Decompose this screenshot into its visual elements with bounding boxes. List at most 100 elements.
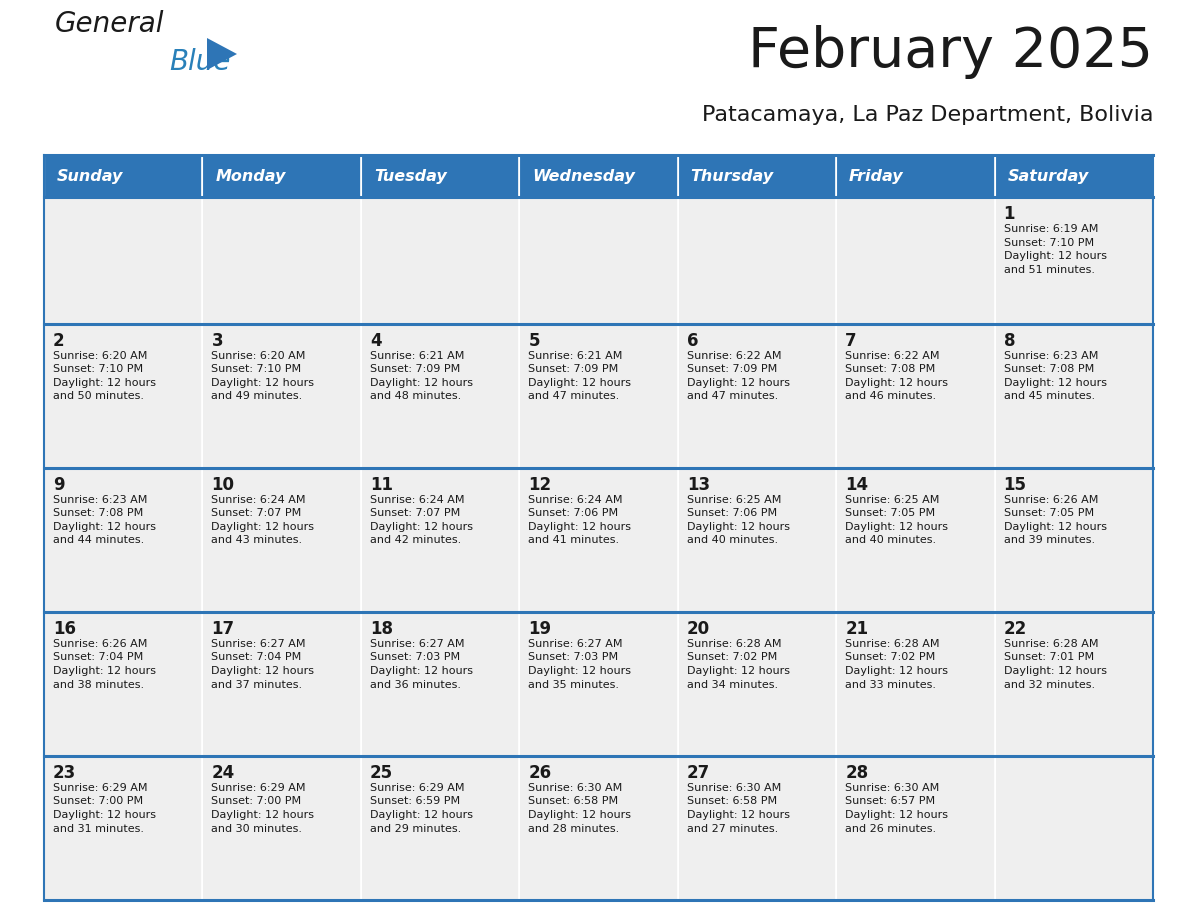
Bar xyxy=(519,323,677,467)
Text: 1: 1 xyxy=(1004,205,1015,223)
Bar xyxy=(44,611,202,756)
Text: Sunrise: 6:24 AM
Sunset: 7:06 PM
Daylight: 12 hours
and 41 minutes.: Sunrise: 6:24 AM Sunset: 7:06 PM Dayligh… xyxy=(529,495,631,545)
Text: 11: 11 xyxy=(369,476,393,494)
Bar xyxy=(519,467,677,611)
Text: 27: 27 xyxy=(687,764,710,782)
Bar xyxy=(519,155,677,197)
Text: Sunrise: 6:20 AM
Sunset: 7:10 PM
Daylight: 12 hours
and 49 minutes.: Sunrise: 6:20 AM Sunset: 7:10 PM Dayligh… xyxy=(211,351,315,401)
Bar xyxy=(836,323,994,467)
Bar xyxy=(836,611,994,756)
Text: 16: 16 xyxy=(53,620,76,638)
Bar xyxy=(677,756,836,900)
Text: Sunday: Sunday xyxy=(57,169,124,184)
Bar xyxy=(44,756,202,900)
Text: 13: 13 xyxy=(687,476,710,494)
Bar xyxy=(994,197,1154,323)
Bar xyxy=(994,756,1154,900)
Text: Monday: Monday xyxy=(215,169,286,184)
Text: Sunrise: 6:27 AM
Sunset: 7:03 PM
Daylight: 12 hours
and 36 minutes.: Sunrise: 6:27 AM Sunset: 7:03 PM Dayligh… xyxy=(369,639,473,689)
Text: Patacamaya, La Paz Department, Bolivia: Patacamaya, La Paz Department, Bolivia xyxy=(701,105,1154,125)
Bar xyxy=(361,197,519,323)
Bar xyxy=(836,197,994,323)
Text: 28: 28 xyxy=(845,764,868,782)
Text: 25: 25 xyxy=(369,764,393,782)
Text: Sunrise: 6:26 AM
Sunset: 7:05 PM
Daylight: 12 hours
and 39 minutes.: Sunrise: 6:26 AM Sunset: 7:05 PM Dayligh… xyxy=(1004,495,1106,545)
Bar xyxy=(519,197,677,323)
Text: General: General xyxy=(55,10,164,38)
Bar xyxy=(44,155,202,197)
Bar xyxy=(994,155,1154,197)
Text: Sunrise: 6:29 AM
Sunset: 6:59 PM
Daylight: 12 hours
and 29 minutes.: Sunrise: 6:29 AM Sunset: 6:59 PM Dayligh… xyxy=(369,783,473,834)
Bar xyxy=(202,197,361,323)
Text: Tuesday: Tuesday xyxy=(374,169,447,184)
Text: 22: 22 xyxy=(1004,620,1026,638)
Text: 9: 9 xyxy=(53,476,64,494)
Text: Sunrise: 6:29 AM
Sunset: 7:00 PM
Daylight: 12 hours
and 30 minutes.: Sunrise: 6:29 AM Sunset: 7:00 PM Dayligh… xyxy=(211,783,315,834)
Bar xyxy=(836,467,994,611)
Bar xyxy=(202,323,361,467)
Text: Sunrise: 6:27 AM
Sunset: 7:04 PM
Daylight: 12 hours
and 37 minutes.: Sunrise: 6:27 AM Sunset: 7:04 PM Dayligh… xyxy=(211,639,315,689)
Text: 24: 24 xyxy=(211,764,235,782)
Text: Sunrise: 6:30 AM
Sunset: 6:57 PM
Daylight: 12 hours
and 26 minutes.: Sunrise: 6:30 AM Sunset: 6:57 PM Dayligh… xyxy=(845,783,948,834)
Bar xyxy=(677,467,836,611)
Text: Sunrise: 6:21 AM
Sunset: 7:09 PM
Daylight: 12 hours
and 47 minutes.: Sunrise: 6:21 AM Sunset: 7:09 PM Dayligh… xyxy=(529,351,631,401)
Bar xyxy=(836,155,994,197)
Text: February 2025: February 2025 xyxy=(748,25,1154,79)
Bar xyxy=(677,323,836,467)
Text: 2: 2 xyxy=(53,331,64,350)
Text: 15: 15 xyxy=(1004,476,1026,494)
Text: 18: 18 xyxy=(369,620,393,638)
Bar xyxy=(994,467,1154,611)
Bar xyxy=(519,756,677,900)
Text: Sunrise: 6:21 AM
Sunset: 7:09 PM
Daylight: 12 hours
and 48 minutes.: Sunrise: 6:21 AM Sunset: 7:09 PM Dayligh… xyxy=(369,351,473,401)
Text: Sunrise: 6:28 AM
Sunset: 7:02 PM
Daylight: 12 hours
and 33 minutes.: Sunrise: 6:28 AM Sunset: 7:02 PM Dayligh… xyxy=(845,639,948,689)
Bar xyxy=(44,323,202,467)
Text: 20: 20 xyxy=(687,620,710,638)
Bar xyxy=(677,611,836,756)
Text: 5: 5 xyxy=(529,331,539,350)
Text: Sunrise: 6:25 AM
Sunset: 7:06 PM
Daylight: 12 hours
and 40 minutes.: Sunrise: 6:25 AM Sunset: 7:06 PM Dayligh… xyxy=(687,495,790,545)
Text: Thursday: Thursday xyxy=(690,169,773,184)
Text: Sunrise: 6:26 AM
Sunset: 7:04 PM
Daylight: 12 hours
and 38 minutes.: Sunrise: 6:26 AM Sunset: 7:04 PM Dayligh… xyxy=(53,639,156,689)
Text: 17: 17 xyxy=(211,620,234,638)
Text: Friday: Friday xyxy=(849,169,904,184)
Text: Blue: Blue xyxy=(169,48,230,76)
Text: Sunrise: 6:22 AM
Sunset: 7:09 PM
Daylight: 12 hours
and 47 minutes.: Sunrise: 6:22 AM Sunset: 7:09 PM Dayligh… xyxy=(687,351,790,401)
Text: 26: 26 xyxy=(529,764,551,782)
Bar xyxy=(361,155,519,197)
Bar xyxy=(44,467,202,611)
Bar xyxy=(361,323,519,467)
Text: Sunrise: 6:23 AM
Sunset: 7:08 PM
Daylight: 12 hours
and 45 minutes.: Sunrise: 6:23 AM Sunset: 7:08 PM Dayligh… xyxy=(1004,351,1106,401)
Text: 21: 21 xyxy=(845,620,868,638)
Text: Sunrise: 6:20 AM
Sunset: 7:10 PM
Daylight: 12 hours
and 50 minutes.: Sunrise: 6:20 AM Sunset: 7:10 PM Dayligh… xyxy=(53,351,156,401)
Text: Sunrise: 6:24 AM
Sunset: 7:07 PM
Daylight: 12 hours
and 42 minutes.: Sunrise: 6:24 AM Sunset: 7:07 PM Dayligh… xyxy=(369,495,473,545)
Text: 10: 10 xyxy=(211,476,234,494)
Text: Sunrise: 6:22 AM
Sunset: 7:08 PM
Daylight: 12 hours
and 46 minutes.: Sunrise: 6:22 AM Sunset: 7:08 PM Dayligh… xyxy=(845,351,948,401)
Text: 6: 6 xyxy=(687,331,699,350)
Bar xyxy=(361,611,519,756)
Bar xyxy=(994,323,1154,467)
Bar xyxy=(44,197,202,323)
Text: 7: 7 xyxy=(845,331,857,350)
Text: Sunrise: 6:30 AM
Sunset: 6:58 PM
Daylight: 12 hours
and 27 minutes.: Sunrise: 6:30 AM Sunset: 6:58 PM Dayligh… xyxy=(687,783,790,834)
Bar xyxy=(994,611,1154,756)
Bar xyxy=(361,756,519,900)
Bar xyxy=(677,197,836,323)
Text: Sunrise: 6:28 AM
Sunset: 7:01 PM
Daylight: 12 hours
and 32 minutes.: Sunrise: 6:28 AM Sunset: 7:01 PM Dayligh… xyxy=(1004,639,1106,689)
Bar xyxy=(202,467,361,611)
Text: Saturday: Saturday xyxy=(1007,169,1089,184)
Text: Sunrise: 6:24 AM
Sunset: 7:07 PM
Daylight: 12 hours
and 43 minutes.: Sunrise: 6:24 AM Sunset: 7:07 PM Dayligh… xyxy=(211,495,315,545)
Text: Wednesday: Wednesday xyxy=(532,169,636,184)
Text: 4: 4 xyxy=(369,331,381,350)
Text: 19: 19 xyxy=(529,620,551,638)
Text: Sunrise: 6:23 AM
Sunset: 7:08 PM
Daylight: 12 hours
and 44 minutes.: Sunrise: 6:23 AM Sunset: 7:08 PM Dayligh… xyxy=(53,495,156,545)
Text: Sunrise: 6:28 AM
Sunset: 7:02 PM
Daylight: 12 hours
and 34 minutes.: Sunrise: 6:28 AM Sunset: 7:02 PM Dayligh… xyxy=(687,639,790,689)
Bar xyxy=(677,155,836,197)
Text: Sunrise: 6:27 AM
Sunset: 7:03 PM
Daylight: 12 hours
and 35 minutes.: Sunrise: 6:27 AM Sunset: 7:03 PM Dayligh… xyxy=(529,639,631,689)
Polygon shape xyxy=(207,38,236,70)
Bar xyxy=(202,611,361,756)
Bar xyxy=(519,611,677,756)
Text: Sunrise: 6:30 AM
Sunset: 6:58 PM
Daylight: 12 hours
and 28 minutes.: Sunrise: 6:30 AM Sunset: 6:58 PM Dayligh… xyxy=(529,783,631,834)
Text: 23: 23 xyxy=(53,764,76,782)
Bar xyxy=(202,756,361,900)
